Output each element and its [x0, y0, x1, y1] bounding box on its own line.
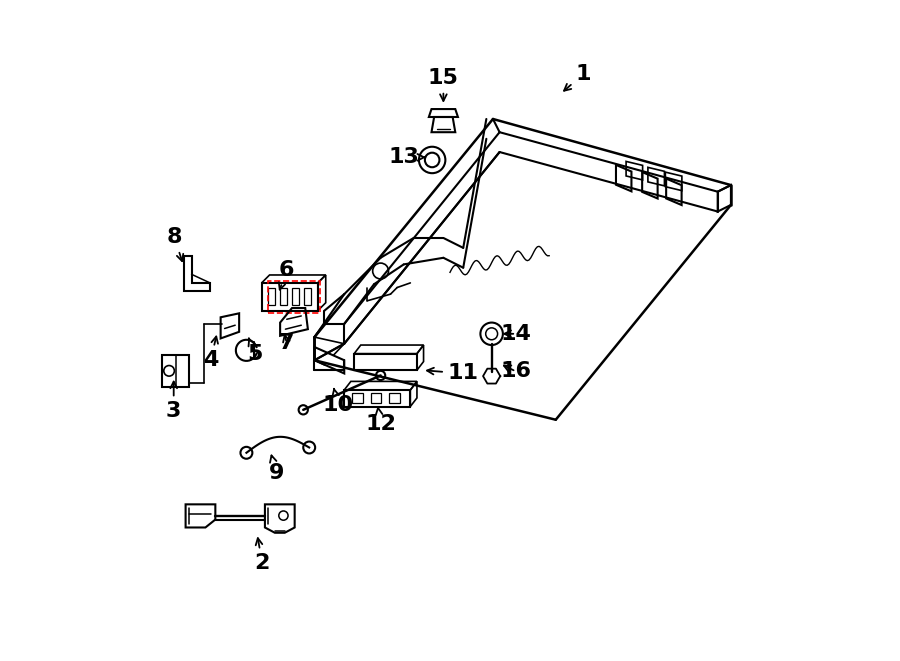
- Circle shape: [376, 371, 385, 380]
- Bar: [280, 288, 287, 305]
- Text: 6: 6: [279, 260, 294, 290]
- Text: 12: 12: [365, 408, 396, 434]
- Text: 15: 15: [428, 68, 459, 101]
- Text: 2: 2: [255, 538, 270, 573]
- Bar: [304, 288, 310, 305]
- Text: 9: 9: [268, 455, 284, 483]
- Bar: [163, 355, 189, 387]
- Text: 1: 1: [564, 64, 591, 91]
- Text: 13: 13: [388, 147, 425, 167]
- Circle shape: [299, 405, 308, 414]
- Bar: [268, 288, 274, 305]
- Circle shape: [240, 447, 252, 459]
- Bar: [292, 288, 299, 305]
- Text: 11: 11: [427, 364, 479, 383]
- Text: 7: 7: [279, 333, 294, 353]
- Text: 16: 16: [500, 362, 532, 381]
- Text: 3: 3: [166, 381, 182, 421]
- Polygon shape: [314, 347, 344, 373]
- Text: 4: 4: [203, 336, 219, 370]
- Circle shape: [303, 442, 315, 453]
- Text: 10: 10: [322, 389, 353, 414]
- Bar: [352, 393, 363, 403]
- Bar: [389, 393, 400, 403]
- Text: 14: 14: [500, 324, 532, 344]
- Bar: [371, 393, 382, 403]
- Text: 8: 8: [166, 227, 184, 261]
- Text: 5: 5: [248, 338, 263, 364]
